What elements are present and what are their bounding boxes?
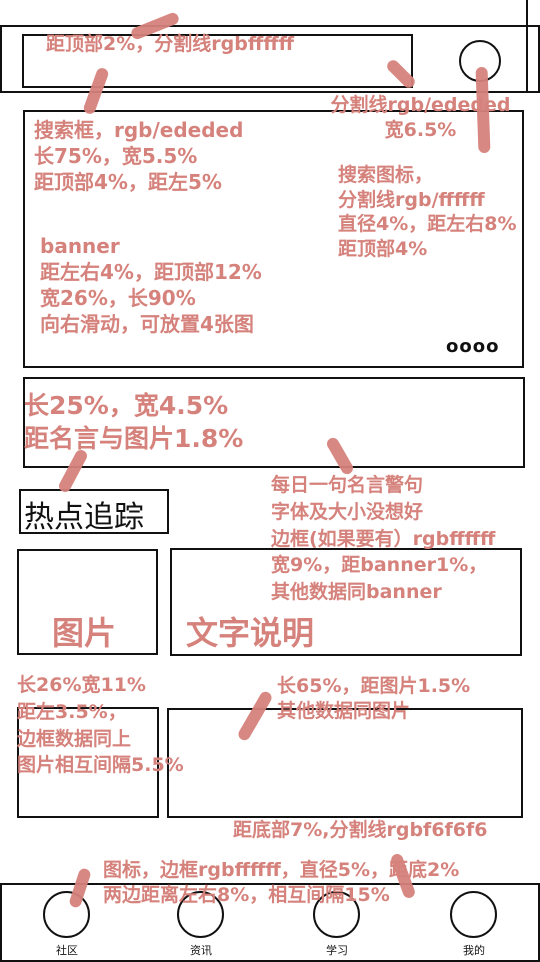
nav-label-news[interactable]: 资讯 [190, 944, 212, 957]
nav-study-icon[interactable] [313, 891, 360, 938]
annotation-image-size: 长26%宽11% 距左3.5%， 边框数据同上 图片相互间隔5.5% [17, 674, 184, 777]
news-text-1[interactable] [170, 548, 522, 656]
nav-label-study[interactable]: 学习 [326, 944, 348, 957]
nav-label-mine[interactable]: 我的 [463, 944, 485, 957]
hot-title-box [19, 489, 169, 534]
nav-community-icon[interactable] [43, 891, 90, 938]
annotation-search-icon: 搜索图标， 分割线rgb/ffffff 直径4%，距左右8% 距顶部4% [338, 164, 517, 261]
header-bar [0, 25, 540, 93]
news-image-label: 图片 [52, 614, 117, 652]
news-text-label: 文字说明 [186, 614, 315, 652]
annotation-quote-note: 每日一句名言警句 字体及大小没想好 边框(如果要有）rgbffffff 宽9%，… [271, 474, 496, 604]
annotation-nav-icons: 图标，边框rgbffffff，直径5%，距底2% 两边距离左右8%，相互间隔15… [103, 859, 460, 906]
banner[interactable] [23, 110, 524, 368]
banner-dots: oooo [446, 336, 500, 357]
hot-title: 热点追踪 [24, 500, 144, 535]
nav-mine-icon[interactable] [450, 891, 497, 938]
frame-right [526, 0, 528, 92]
annotation-quote: 长25%，宽4.5% 距名言与图片1.8% [24, 391, 244, 453]
news-image-2[interactable] [17, 707, 159, 818]
news-image-1[interactable] [17, 549, 158, 655]
search-box[interactable] [22, 34, 413, 88]
annotation-banner: banner 距左右4%，距顶部12% 宽26%，长90% 向右滑动，可放置4张… [40, 234, 262, 336]
news-text-2[interactable] [167, 708, 523, 818]
annotation-bottom-divider: 距底部7%,分割线rgbf6f6f6 [233, 819, 488, 841]
annotation-text-size: 长65%，距图片1.5% 其他数据同图片 [277, 675, 471, 722]
annotation-divider-right: 分割线rgb/ededed 宽6.5% [330, 94, 511, 141]
annotation-top-divider: 距顶部2%，分割线rgbffffff [46, 33, 295, 55]
quote-box [23, 377, 525, 468]
annotation-search-box: 搜索框，rgb/ededed 长75%，宽5.5% 距顶部4%，距左5% [34, 118, 244, 194]
nav-news-icon[interactable] [177, 891, 224, 938]
nav-label-community[interactable]: 社区 [56, 944, 78, 957]
